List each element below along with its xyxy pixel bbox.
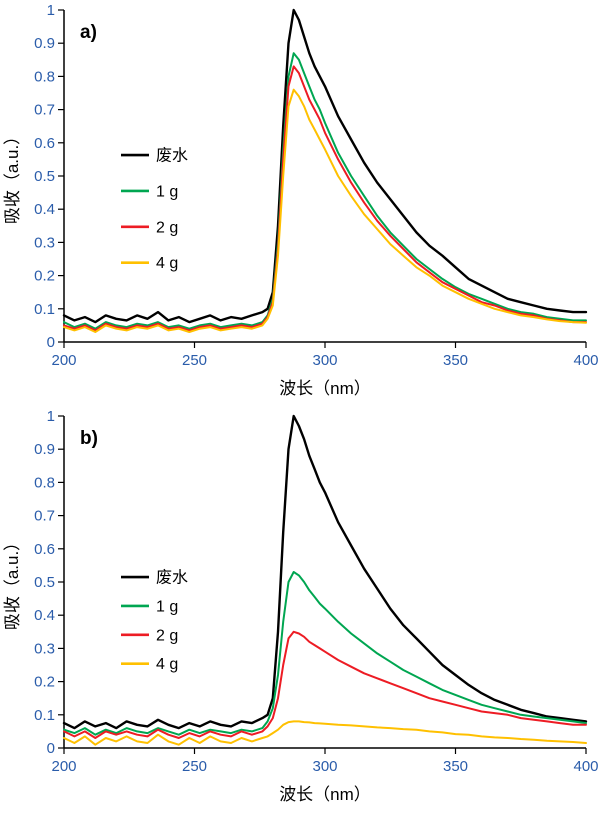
y-tick-label: 0.7 bbox=[34, 102, 55, 119]
y-tick-label: 0.9 bbox=[34, 441, 55, 458]
y-tick-label: 1 bbox=[47, 408, 55, 425]
y-tick-label: 1 bbox=[47, 2, 55, 19]
y-tick-label: 0.6 bbox=[34, 135, 55, 152]
x-tick-label: 350 bbox=[443, 758, 468, 775]
panel-a-label: a) bbox=[80, 22, 97, 43]
legend-label-1: 1 g bbox=[156, 598, 178, 615]
series-line-3 bbox=[63, 720, 587, 746]
x-tick-label: 300 bbox=[312, 352, 337, 369]
chart-a-y-axis-title: 吸收（a.u.） bbox=[3, 128, 22, 224]
series-line-3 bbox=[63, 88, 587, 333]
y-tick-label: 0.1 bbox=[34, 707, 55, 724]
legend-label-3: 4 g bbox=[156, 656, 178, 673]
x-tick-label: 200 bbox=[51, 352, 76, 369]
x-tick-label: 350 bbox=[443, 352, 468, 369]
chart-b-x-axis-title: 波长（nm） bbox=[279, 785, 371, 804]
legend-label-3: 4 g bbox=[156, 255, 178, 272]
panel-b-label: b) bbox=[80, 428, 98, 449]
y-tick-label: 0.3 bbox=[34, 234, 55, 251]
x-tick-label: 400 bbox=[573, 758, 598, 775]
chart-a: 200 250 300 350 400 0 0.1 0.2 0.3 0.4 0.5 0.6 0.7 0.8… bbox=[0, 0, 600, 406]
y-tick-label: 0.2 bbox=[34, 674, 55, 691]
series-line-0 bbox=[62, 414, 588, 730]
series-line-0 bbox=[62, 8, 588, 324]
series-line-2 bbox=[63, 65, 587, 332]
y-tick-label: 0.1 bbox=[34, 301, 55, 318]
series-line-1 bbox=[63, 571, 587, 736]
chart-a-x-axis-title: 波长（nm） bbox=[279, 379, 371, 398]
legend-label-1: 1 g bbox=[156, 183, 178, 200]
chart-b: 200 250 300 350 400 0 0.1 0.2 0.3 0.4 0.5 0.6 0.7 0.8… bbox=[0, 406, 600, 812]
chart-b-plot-area: 200 250 300 350 400 0 0.1 0.2 0.3 0.4 0.5 0.6 0.7 0.8… bbox=[34, 408, 598, 775]
y-tick-label: 0.8 bbox=[34, 474, 55, 491]
chart-b-y-axis-title: 吸收（a.u.） bbox=[3, 534, 22, 630]
legend-label-0: 废水 bbox=[156, 569, 188, 587]
series-line-2 bbox=[63, 630, 587, 739]
y-tick-label: 0.4 bbox=[34, 201, 55, 218]
y-tick-label: 0 bbox=[47, 740, 55, 757]
y-tick-label: 0.5 bbox=[34, 574, 55, 591]
x-tick-label: 250 bbox=[182, 758, 207, 775]
y-tick-label: 0.4 bbox=[34, 607, 55, 624]
y-tick-label: 0.5 bbox=[34, 168, 55, 185]
y-tick-label: 0.3 bbox=[34, 640, 55, 657]
y-tick-label: 0.7 bbox=[34, 508, 55, 525]
chart-a-plot-area: 200 250 300 350 400 0 0.1 0.2 0.3 0.4 0.5 0.6 0.7 0.8… bbox=[34, 2, 598, 369]
x-tick-label: 200 bbox=[51, 758, 76, 775]
x-tick-label: 250 bbox=[182, 352, 207, 369]
y-tick-label: 0 bbox=[47, 334, 55, 351]
y-tick-label: 0.6 bbox=[34, 541, 55, 558]
legend-label-2: 2 g bbox=[156, 627, 178, 644]
series-line-1 bbox=[63, 52, 587, 330]
legend-label-0: 废水 bbox=[156, 147, 188, 165]
legend-label-2: 2 g bbox=[156, 219, 178, 236]
x-tick-label: 300 bbox=[312, 758, 337, 775]
y-tick-label: 0.2 bbox=[34, 268, 55, 285]
y-tick-label: 0.8 bbox=[34, 68, 55, 85]
y-tick-label: 0.9 bbox=[34, 35, 55, 52]
x-tick-label: 400 bbox=[573, 352, 598, 369]
